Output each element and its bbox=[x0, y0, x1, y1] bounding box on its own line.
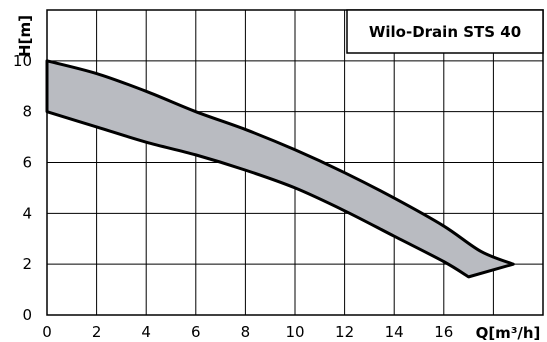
x-axis-title: Q[m³/h] bbox=[476, 324, 541, 342]
x-tick-label: 16 bbox=[434, 323, 453, 341]
x-tick-label: 12 bbox=[335, 323, 354, 341]
x-tick-label: 8 bbox=[241, 323, 251, 341]
x-tick-label: 0 bbox=[42, 323, 52, 341]
y-tick-label: 2 bbox=[22, 255, 32, 273]
y-tick-label: 4 bbox=[22, 204, 32, 222]
x-tick-label: 10 bbox=[285, 323, 304, 341]
y-tick-label: 6 bbox=[22, 154, 32, 172]
operating-range-band bbox=[45, 59, 515, 279]
x-tick-label: 6 bbox=[191, 323, 201, 341]
y-tick-label: 0 bbox=[22, 306, 32, 324]
y-tick-label: 10 bbox=[13, 52, 32, 70]
x-tick-label: 2 bbox=[92, 323, 102, 341]
x-tick-label: 14 bbox=[385, 323, 404, 341]
chart-title: Wilo-Drain STS 40 bbox=[369, 23, 521, 41]
y-tick-label: 8 bbox=[22, 103, 32, 121]
x-axis-ticks: 0 2 4 6 8 10 12 14 16 bbox=[42, 323, 453, 341]
x-tick-label: 4 bbox=[141, 323, 151, 341]
y-axis-ticks: 0 2 4 6 8 10 bbox=[13, 52, 32, 324]
plot-frame bbox=[46, 9, 544, 316]
chart-title-box: Wilo-Drain STS 40 bbox=[346, 9, 544, 54]
y-axis-title: H[m] bbox=[16, 15, 34, 57]
